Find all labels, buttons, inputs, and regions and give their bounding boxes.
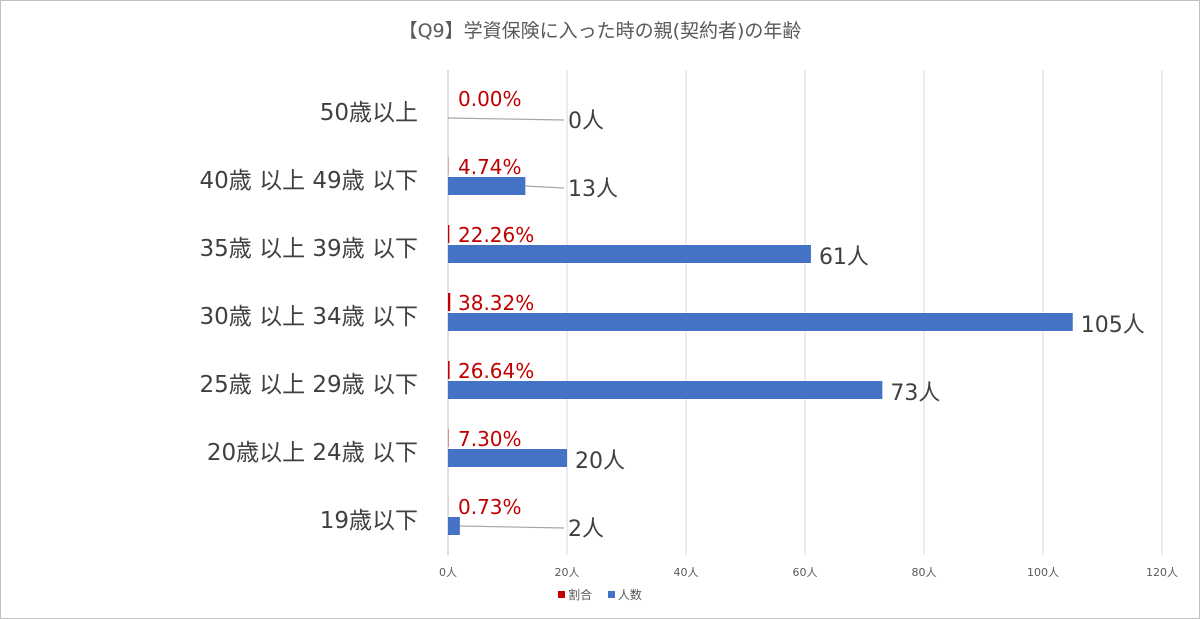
count-data-label: 105人 — [1081, 313, 1145, 338]
count-bar — [448, 177, 526, 195]
x-tick-label: 80人 — [912, 566, 937, 579]
x-tick-label: 40人 — [674, 566, 699, 579]
ratio-data-label: 26.64% — [458, 359, 534, 383]
legend-label-count: 人数 — [617, 588, 642, 602]
x-tick-label: 120人 — [1146, 566, 1178, 579]
count-bar — [448, 313, 1073, 331]
leader-line — [525, 185, 565, 189]
category-label: 25歳 以上 29歳 以下 — [200, 372, 418, 398]
category-label: 40歳 以上 49歳 以下 — [200, 168, 418, 194]
count-data-label: 13人 — [568, 177, 618, 202]
ratio-bar — [448, 293, 451, 311]
chart-title: 【Q9】学資保険に入った時の親(契約者)の年齢 — [398, 20, 802, 42]
legend-label-ratio: 割合 — [568, 588, 593, 602]
category-label: 19歳以下 — [320, 508, 418, 534]
count-bar — [448, 381, 883, 399]
ratio-data-label: 0.00% — [458, 87, 522, 111]
ratio-bar — [448, 361, 450, 379]
ratio-data-label: 38.32% — [458, 291, 534, 315]
legend-item-count: 人数 — [607, 586, 642, 603]
category-label: 35歳 以上 39歳 以下 — [200, 236, 418, 262]
count-data-label: 73人 — [890, 381, 940, 406]
category-label: 20歳以上 24歳 以下 — [207, 440, 418, 466]
count-bar — [448, 517, 460, 535]
leader-line — [459, 525, 565, 529]
count-data-label: 20人 — [575, 449, 625, 474]
ratio-data-label: 7.30% — [458, 427, 522, 451]
x-tick-label: 0人 — [439, 566, 457, 579]
ratio-data-label: 22.26% — [458, 223, 534, 247]
ratio-data-label: 0.73% — [458, 495, 522, 519]
count-bar — [448, 245, 811, 263]
x-tick-label: 60人 — [793, 566, 818, 579]
count-data-label: 61人 — [819, 245, 869, 270]
legend-swatch-ratio — [558, 591, 566, 598]
count-data-label: 2人 — [568, 517, 604, 542]
leader-line — [447, 117, 565, 121]
count-bar — [448, 449, 567, 467]
count-data-label: 0人 — [568, 109, 604, 134]
legend: 割合 人数 — [0, 586, 1200, 603]
ratio-data-label: 4.74% — [458, 155, 522, 179]
category-label: 30歳 以上 34歳 以下 — [200, 304, 418, 330]
category-label: 50歳以上 — [320, 100, 418, 126]
x-tick-label: 20人 — [555, 566, 580, 579]
legend-item-ratio: 割合 — [558, 586, 592, 603]
legend-swatch-count — [607, 591, 615, 598]
ratio-bar — [448, 225, 450, 243]
x-tick-label: 100人 — [1027, 566, 1059, 579]
